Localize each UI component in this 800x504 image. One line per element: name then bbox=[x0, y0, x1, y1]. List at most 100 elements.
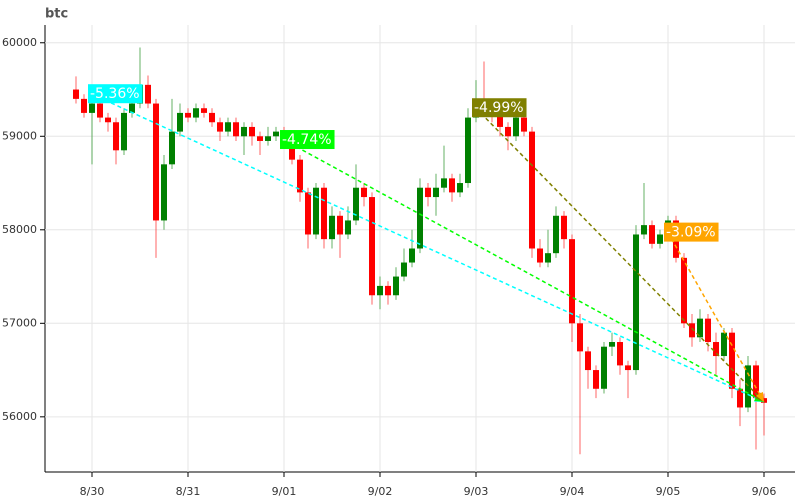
annotation-label: -5.36% bbox=[90, 86, 140, 102]
candle-body bbox=[633, 234, 639, 371]
candle-body bbox=[81, 98, 87, 113]
x-tick-label: 9/04 bbox=[560, 485, 585, 498]
candle-body bbox=[409, 248, 415, 263]
candle-body bbox=[737, 388, 743, 408]
candle-body bbox=[249, 126, 255, 137]
x-tick-label: 9/05 bbox=[656, 485, 681, 498]
candle-body bbox=[585, 351, 591, 371]
candle-body bbox=[345, 220, 351, 235]
annotation-box bbox=[88, 84, 143, 104]
candle-body bbox=[505, 126, 511, 137]
annotation-label: -3.09% bbox=[666, 225, 716, 241]
candle-body bbox=[209, 112, 215, 123]
candle-body bbox=[713, 342, 719, 357]
candle-body bbox=[569, 239, 575, 324]
y-tick-label: 60000 bbox=[2, 36, 37, 49]
candle-body bbox=[513, 117, 519, 137]
candle-body bbox=[753, 365, 759, 399]
y-tick-label: 57000 bbox=[2, 316, 37, 329]
candle-body bbox=[457, 183, 463, 193]
candle-body bbox=[73, 89, 79, 99]
candle-body bbox=[169, 131, 175, 165]
candle-body bbox=[577, 323, 583, 352]
candle-body bbox=[217, 122, 223, 132]
annotation-box bbox=[664, 222, 719, 242]
candle-body bbox=[377, 285, 383, 296]
trend-line bbox=[475, 107, 765, 403]
x-tick-label: 9/01 bbox=[272, 485, 297, 498]
candle-body bbox=[729, 332, 735, 389]
candle-body bbox=[105, 117, 111, 123]
candle-body bbox=[657, 234, 663, 244]
annotation-box bbox=[472, 98, 527, 118]
x-tick-label: 8/31 bbox=[176, 485, 201, 498]
candle-body bbox=[449, 178, 455, 193]
candle-body bbox=[761, 398, 767, 403]
annotation-label: -4.99% bbox=[474, 100, 524, 116]
candle-body bbox=[401, 262, 407, 277]
candle-body bbox=[545, 253, 551, 263]
candle-body bbox=[321, 187, 327, 240]
trend-line bbox=[283, 139, 765, 403]
candle-body bbox=[145, 84, 151, 104]
candle-body bbox=[185, 112, 191, 118]
candle-body bbox=[521, 117, 527, 132]
x-tick-label: 9/03 bbox=[464, 485, 489, 498]
candle-body bbox=[193, 108, 199, 118]
x-tick-label: 9/02 bbox=[368, 485, 393, 498]
candle-body bbox=[225, 122, 231, 132]
candle-body bbox=[201, 108, 207, 113]
candle-body bbox=[89, 103, 95, 113]
candle-body bbox=[641, 225, 647, 235]
candle-body bbox=[601, 346, 607, 389]
candle-body bbox=[385, 285, 391, 296]
candle-body bbox=[721, 332, 727, 357]
annotation-box bbox=[280, 130, 335, 150]
candle-body bbox=[593, 370, 599, 389]
candle-body bbox=[681, 257, 687, 324]
candle-body bbox=[305, 192, 311, 235]
candle-body bbox=[393, 276, 399, 296]
x-tick-label: 9/06 bbox=[752, 485, 777, 498]
y-tick-label: 59000 bbox=[2, 129, 37, 142]
candle-body bbox=[233, 122, 239, 137]
candle-body bbox=[361, 187, 367, 198]
candle-body bbox=[529, 131, 535, 249]
candle-body bbox=[417, 187, 423, 249]
candle-body bbox=[273, 131, 279, 137]
candle-body bbox=[649, 225, 655, 244]
candle-body bbox=[497, 112, 503, 127]
candle-body bbox=[177, 112, 183, 132]
candle-body bbox=[353, 187, 359, 221]
candle-body bbox=[265, 136, 271, 141]
candle-body bbox=[689, 323, 695, 338]
candle-body bbox=[609, 342, 615, 347]
arrow-head bbox=[756, 391, 764, 402]
y-tick-label: 58000 bbox=[2, 223, 37, 236]
trend-line bbox=[667, 232, 765, 403]
candle-body bbox=[257, 136, 263, 141]
candle-body bbox=[705, 318, 711, 343]
candle-body bbox=[537, 248, 543, 263]
candle-body bbox=[289, 140, 295, 160]
candle-body bbox=[465, 117, 471, 184]
x-tick-label: 8/30 bbox=[80, 485, 105, 498]
candle-body bbox=[297, 159, 303, 193]
candle-body bbox=[97, 103, 103, 118]
candle-body bbox=[337, 215, 343, 235]
candle-body bbox=[313, 187, 319, 235]
candle-body bbox=[369, 197, 375, 296]
candle-body bbox=[745, 365, 751, 408]
candle-body bbox=[617, 342, 623, 366]
chart-title: btc bbox=[45, 7, 68, 22]
candle-body bbox=[129, 103, 135, 113]
annotation-label: -4.74% bbox=[282, 132, 332, 148]
candle-body bbox=[425, 187, 431, 198]
candle-body bbox=[561, 215, 567, 240]
candle-body bbox=[241, 126, 247, 137]
candle-body bbox=[697, 318, 703, 338]
candle-body bbox=[625, 365, 631, 371]
y-tick-label: 56000 bbox=[2, 410, 37, 423]
candle-body bbox=[161, 164, 167, 221]
